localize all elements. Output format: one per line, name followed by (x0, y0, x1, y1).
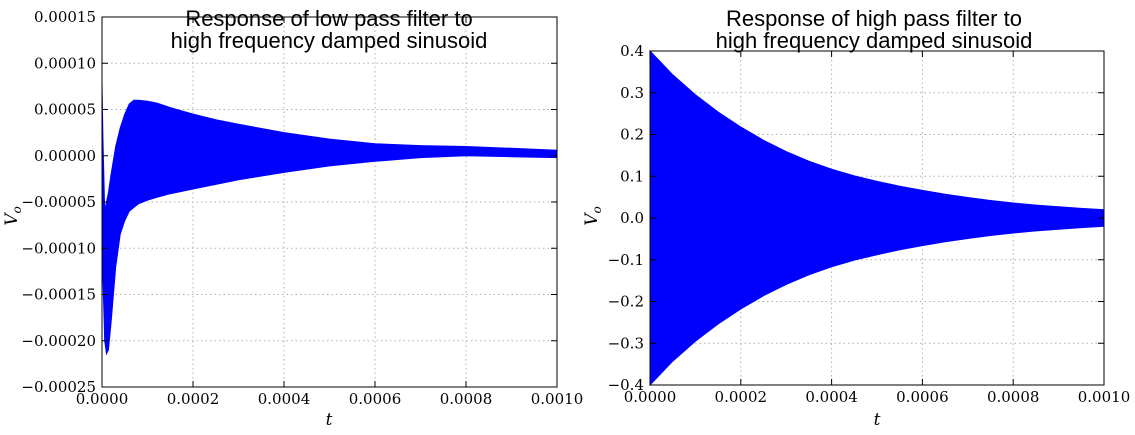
y-tick-label: 0.0 (620, 209, 644, 227)
chart-title-line2: high frequency damped sinusoid (716, 28, 1033, 53)
x-tick-label: 0.0002 (167, 390, 220, 408)
x-tick-label: 0.0010 (1078, 388, 1131, 406)
x-tick-label: 0.0002 (715, 388, 768, 406)
y-tick-label: 0.00010 (34, 54, 96, 72)
x-tick-label: 0.0000 (76, 390, 129, 408)
x-tick-label: 0.0006 (349, 390, 402, 408)
y-axis-label: Vo (2, 206, 24, 226)
signal-envelope-area (649, 49, 1105, 387)
plot-area (101, 81, 558, 356)
x-tick-label: 0.0008 (987, 388, 1040, 406)
y-tick-label: 0.00015 (34, 8, 96, 26)
y-tick-label: −0.4 (608, 376, 644, 394)
x-tick-label: 0.0008 (440, 390, 493, 408)
x-axis-label: t (874, 410, 881, 430)
y-axis-label-main: V (582, 212, 602, 226)
y-axis-label-subscript: o (590, 206, 604, 213)
chart-title-line2: high frequency damped sinusoid (171, 28, 488, 53)
y-tick-label: 0.1 (620, 167, 644, 185)
y-tick-label: 0.00000 (34, 147, 96, 165)
y-tick-label: −0.3 (608, 334, 644, 352)
chart-title-line1: Response of low pass filter to (185, 6, 472, 31)
y-tick-label: 0.00005 (34, 101, 96, 119)
y-tick-label: −0.00005 (21, 193, 96, 211)
y-tick-label: −0.00020 (21, 332, 96, 350)
x-axis-label: t (326, 410, 333, 430)
y-tick-label: −0.00015 (21, 286, 96, 304)
x-tick-label: 0.0006 (896, 388, 949, 406)
plot-area (649, 49, 1105, 387)
low-pass-chart: Response of low pass filter to high freq… (2, 6, 583, 430)
y-tick-label: 0.4 (620, 42, 644, 60)
y-axis-label: Vo (582, 206, 604, 226)
grid (102, 17, 557, 387)
ticks: 0.0000 0.0002 0.0004 0.0006 0.0008 0.0010 −0.4… (608, 42, 1131, 406)
ticks: 0.0000 0.0002 0.0004 0.0006 0.0008 0.0010 −0.0… (21, 8, 583, 408)
y-axis-label-main: V (2, 212, 22, 226)
y-tick-label: 0.3 (620, 84, 644, 102)
x-tick-label: 0.0000 (624, 388, 677, 406)
signal-envelope-area (101, 81, 558, 356)
y-tick-label: −0.00010 (21, 239, 96, 257)
y-axis-label-subscript: o (10, 206, 24, 213)
x-tick-label: 0.0004 (805, 388, 858, 406)
y-tick-label: −0.1 (608, 251, 644, 269)
y-tick-label: −0.00025 (21, 378, 96, 396)
x-tick-label: 0.0010 (531, 390, 584, 408)
y-tick-label: −0.2 (608, 293, 644, 311)
y-tick-label: 0.2 (620, 126, 644, 144)
chart-title-line1: Response of high pass filter to (726, 6, 1022, 31)
high-pass-chart: Response of high pass filter to high fre… (582, 6, 1130, 430)
x-tick-label: 0.0004 (258, 390, 311, 408)
